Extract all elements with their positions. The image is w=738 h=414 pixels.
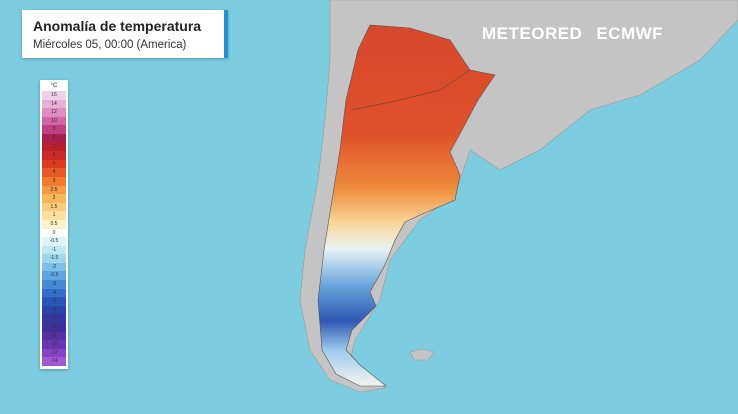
legend-swatch: -1 (42, 245, 66, 255)
legend-swatch: 16 (42, 91, 66, 100)
legend-swatch: -1.5 (42, 254, 66, 263)
legend-swatch: -2 (42, 262, 66, 272)
legend-swatch: 0.5 (42, 219, 66, 229)
legend-swatch: -5 (42, 297, 66, 306)
brand: METEORED ECMWF (482, 24, 677, 44)
legend-swatch: 5 (42, 159, 66, 169)
legend-swatch: -6 (42, 305, 66, 315)
legend-swatch: 14 (42, 99, 66, 109)
legend-swatch: 2 (42, 194, 66, 203)
legend-swatch: 7 (42, 142, 66, 152)
title: Anomalía de temperatura (33, 18, 202, 34)
title-box: Anomalía de temperatura Miércoles 05, 00… (22, 10, 228, 58)
argentina (317, 24, 496, 387)
legend-swatch: -10 (42, 340, 66, 349)
province-borders (351, 69, 471, 111)
legend-swatch: -2.5 (42, 271, 66, 281)
falkland-islands (409, 348, 435, 361)
legend-swatch: 12 (42, 108, 66, 117)
legend: °C 16 14 12 10 9 8 7 6 5 4 3 2.5 2 1.5 1 0.5 0 -0.5 -1 -1.5… (40, 80, 68, 369)
legend-swatch: 10 (42, 116, 66, 126)
legend-swatch: -3 (42, 280, 66, 289)
legend-swatch: 0 (42, 228, 66, 238)
legend-swatch: -0.5 (42, 237, 66, 246)
legend-unit: °C (50, 83, 58, 89)
ecmwf-logo: ECMWF (596, 24, 664, 43)
legend-swatch: 9 (42, 125, 66, 134)
legend-swatch: 1 (42, 211, 66, 220)
legend-swatch: 2.5 (42, 185, 66, 195)
subtitle: Miércoles 05, 00:00 (America) (33, 39, 187, 51)
legend-swatch: 1.5 (42, 202, 66, 212)
legend-swatch: -9 (42, 331, 66, 341)
legend-swatch: 6 (42, 151, 66, 160)
legend-swatch: -14 (42, 357, 66, 366)
legend-swatch: 4 (42, 168, 66, 177)
legend-swatch: 3 (42, 176, 66, 186)
legend-swatch: 8 (42, 133, 66, 143)
legend-swatch: -7 (42, 314, 66, 324)
meteored-logo: METEORED (482, 24, 583, 43)
legend-swatch: -4 (42, 288, 66, 298)
legend-swatch: -8 (42, 323, 66, 332)
legend-swatch: -12 (42, 348, 66, 358)
